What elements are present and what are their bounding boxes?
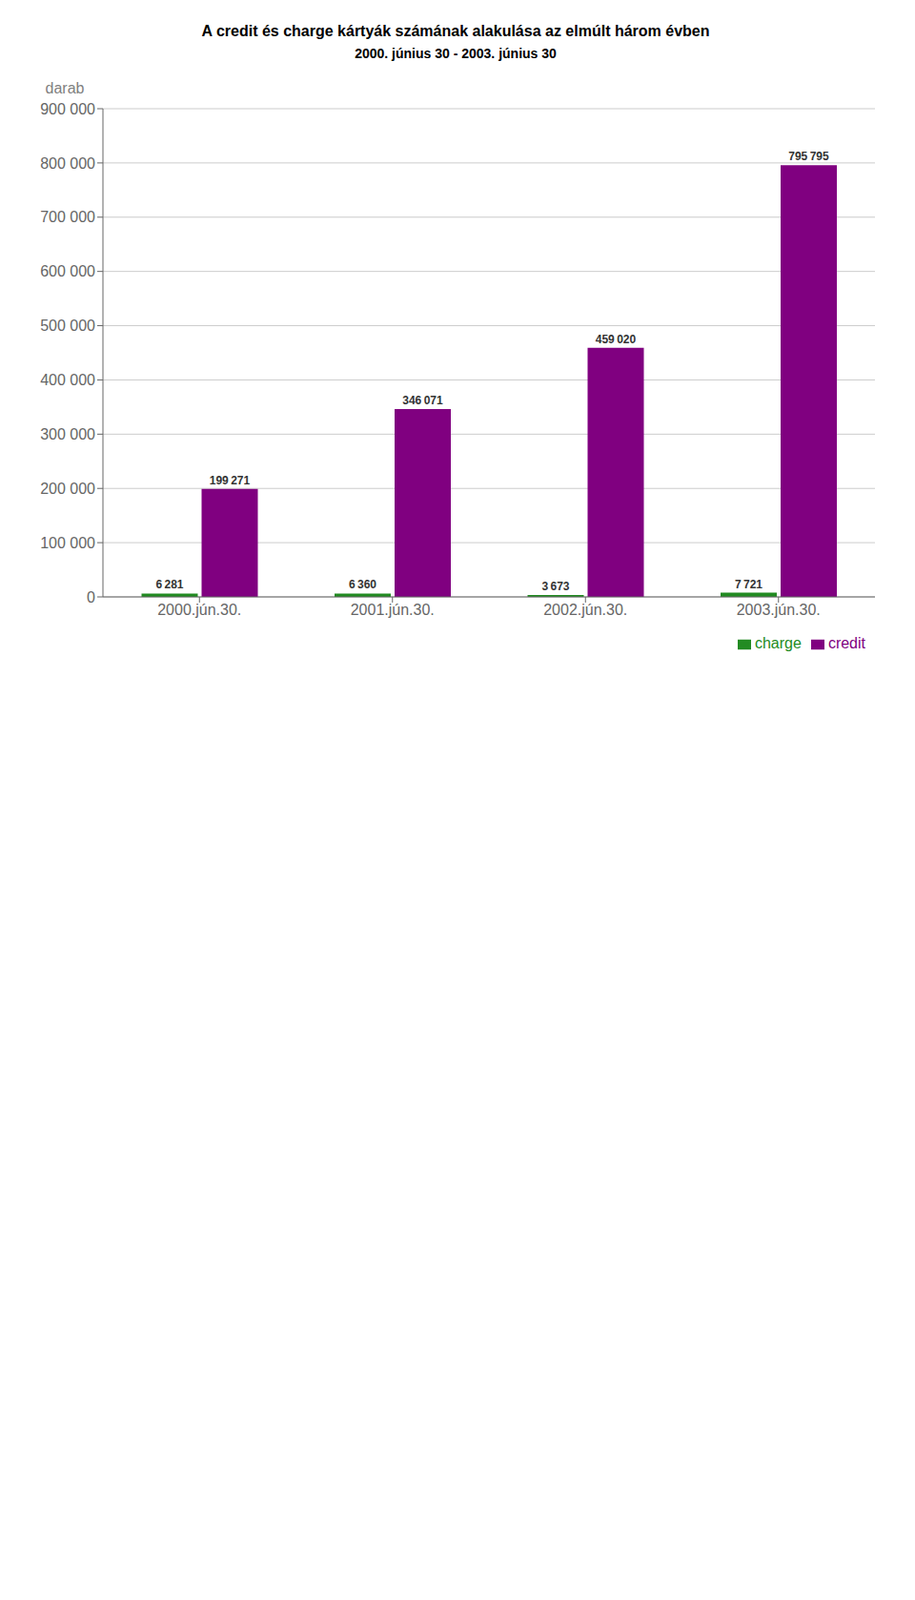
svg-text:800 000: 800 000	[40, 155, 96, 172]
svg-text:300 000: 300 000	[40, 426, 96, 443]
svg-text:3 673: 3 673	[541, 579, 570, 593]
svg-text:2000.jún.30.: 2000.jún.30.	[157, 601, 242, 618]
svg-text:200 000: 200 000	[40, 480, 96, 497]
svg-text:900 000: 900 000	[40, 101, 96, 118]
svg-text:459 020: 459 020	[595, 332, 637, 346]
svg-text:346 071: 346 071	[402, 393, 444, 407]
svg-text:6 360: 6 360	[348, 577, 377, 591]
svg-text:2001.jún.30.: 2001.jún.30.	[350, 601, 435, 618]
html-text:2000. június 30 - 2003. június: 2000. június 30 - 2003. június 30	[354, 45, 557, 61]
svg-text:0: 0	[86, 589, 96, 606]
svg-text:400 000: 400 000	[40, 371, 96, 388]
html-text:charge: charge	[754, 634, 802, 651]
svg-text:600 000: 600 000	[40, 263, 96, 280]
svg-text:darab: darab	[45, 80, 85, 97]
svg-text:795 795: 795 795	[788, 149, 830, 163]
svg-text:199 271: 199 271	[209, 473, 251, 488]
html-text:credit: credit	[828, 634, 866, 651]
html-text:A credit és charge kártyák szá: A credit és charge kártyák számának alak…	[201, 22, 710, 40]
svg-text:700 000: 700 000	[40, 208, 96, 225]
svg-text:100 000: 100 000	[40, 534, 96, 551]
svg-text:6 281: 6 281	[155, 577, 183, 591]
svg-text:500 000: 500 000	[40, 317, 96, 334]
svg-text:2002.jún.30.: 2002.jún.30.	[543, 601, 628, 618]
svg-text:2003.jún.30.: 2003.jún.30.	[736, 601, 821, 618]
svg-text:7 721: 7 721	[734, 577, 763, 591]
